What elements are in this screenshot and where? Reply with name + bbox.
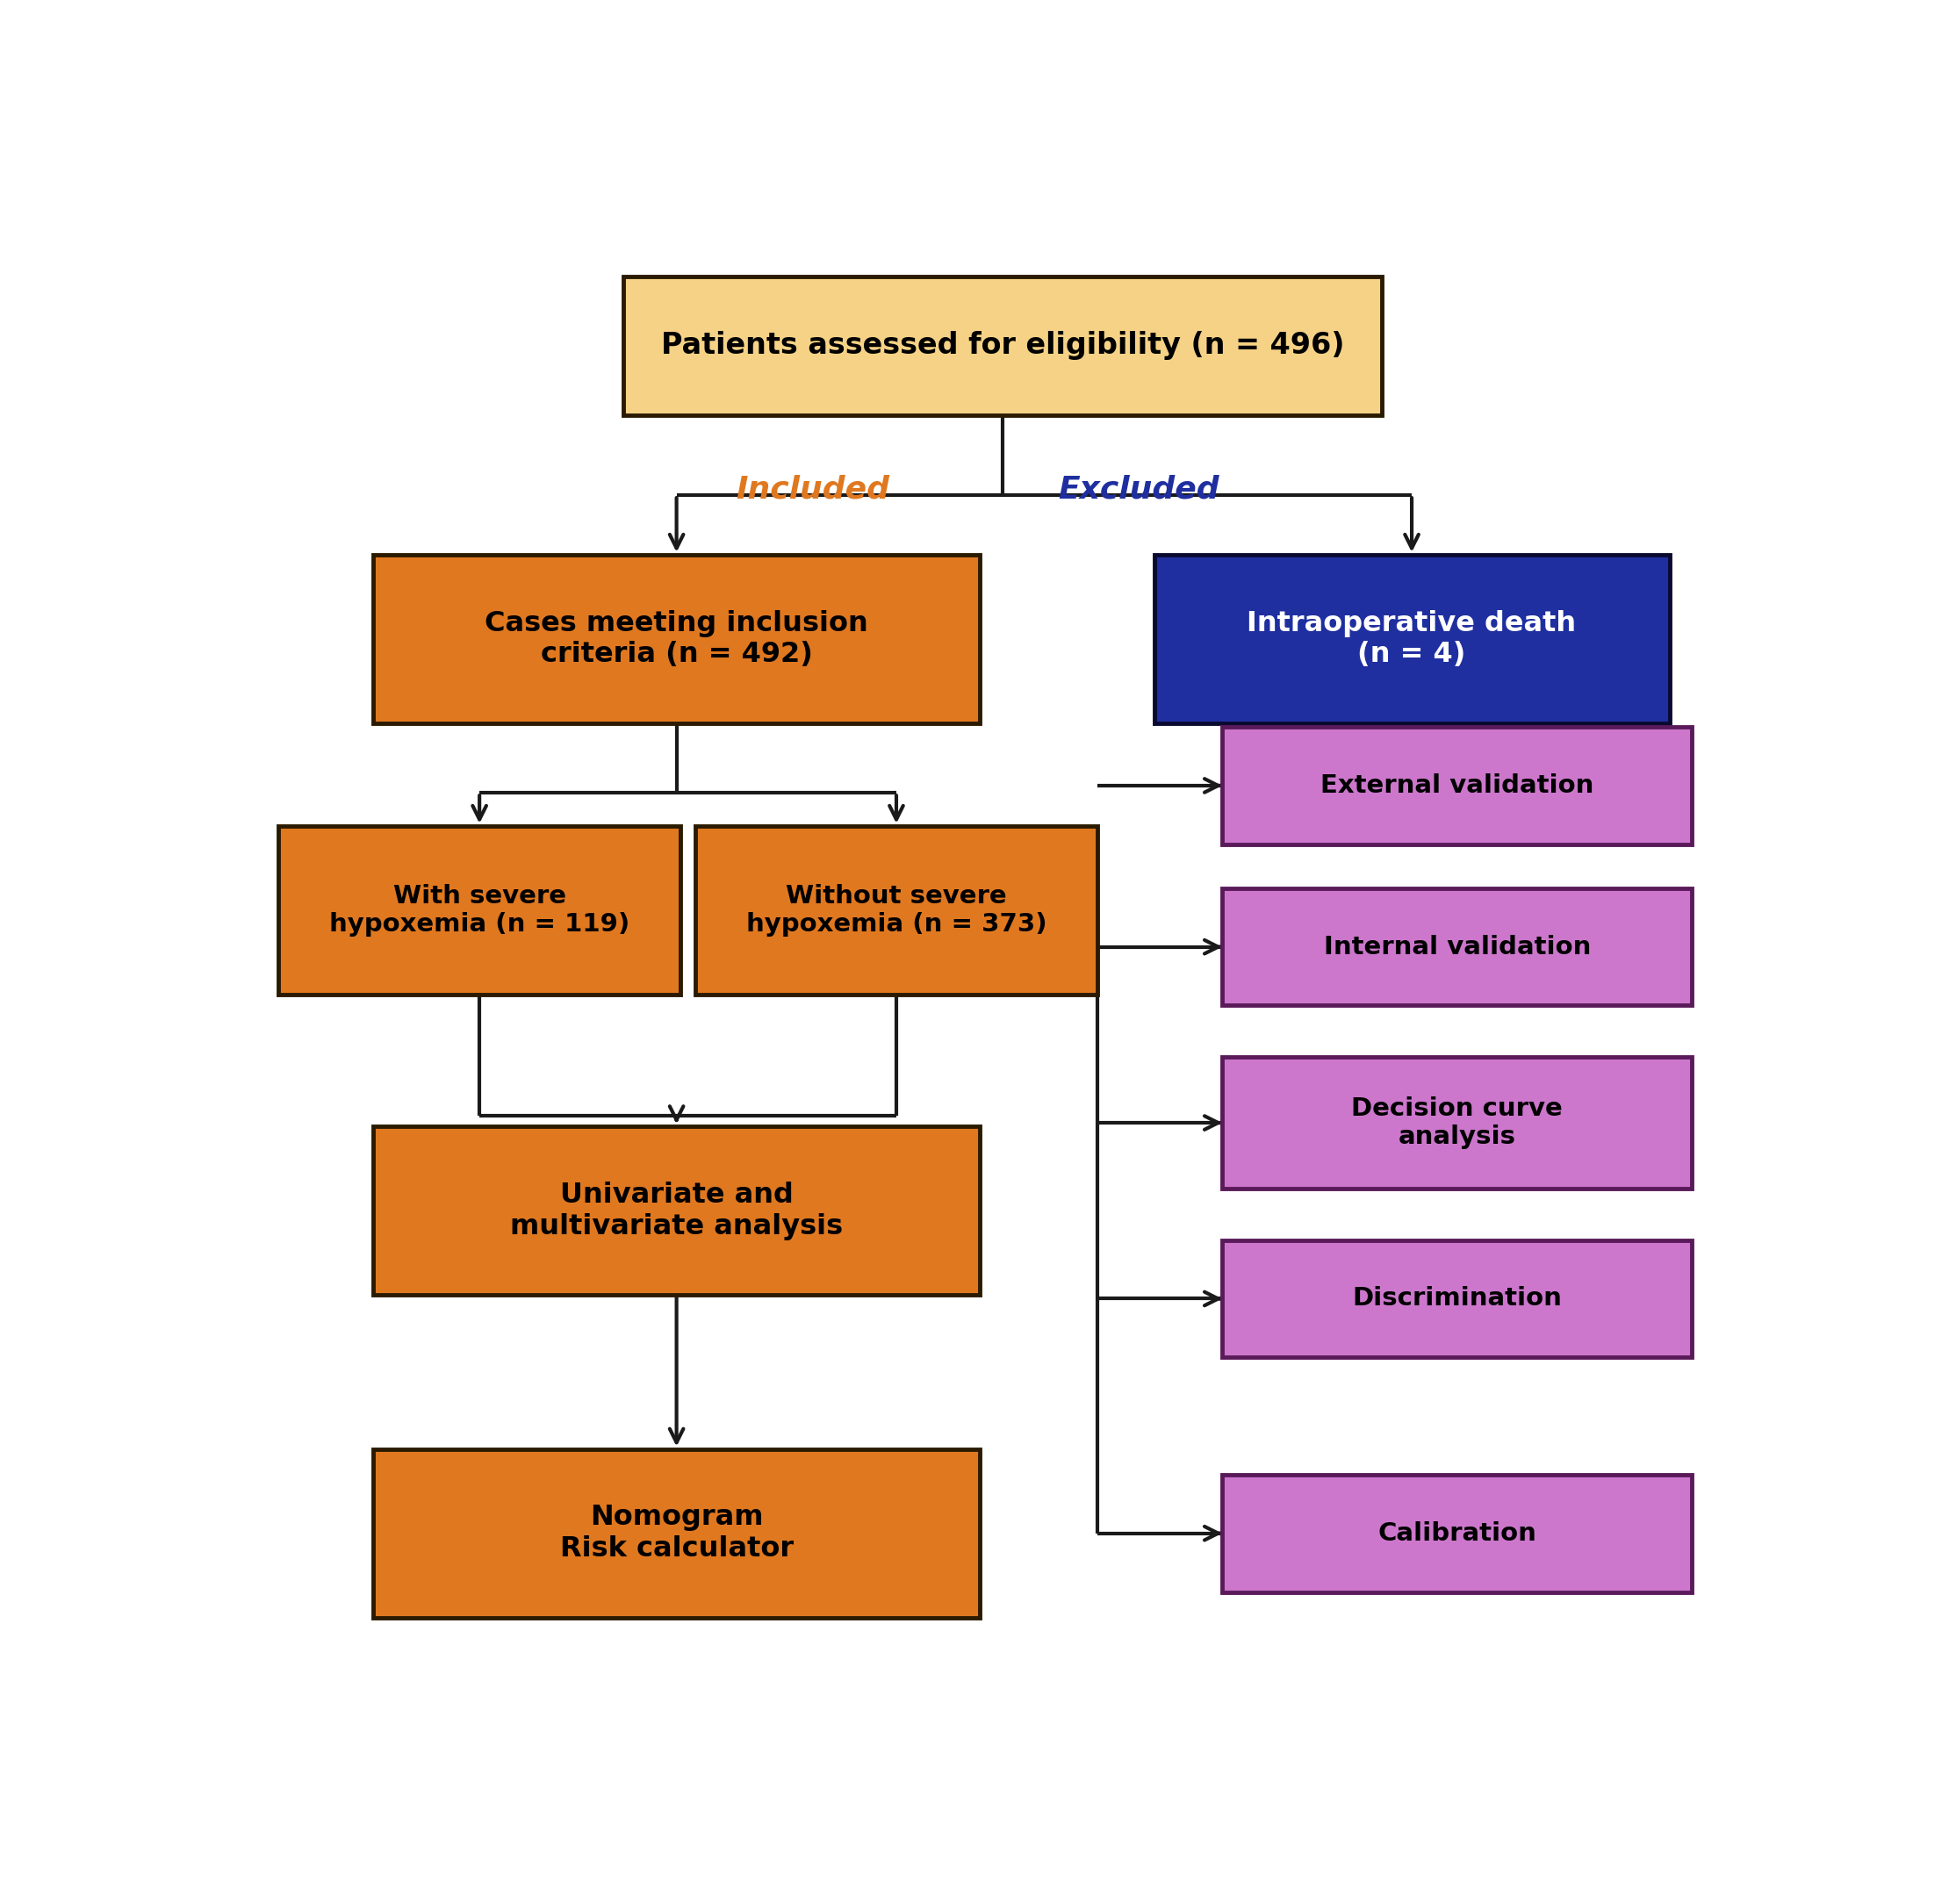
Text: Univariate and
multivariate analysis: Univariate and multivariate analysis xyxy=(511,1182,843,1240)
Text: Nomogram
Risk calculator: Nomogram Risk calculator xyxy=(559,1504,794,1563)
Text: Discrimination: Discrimination xyxy=(1352,1287,1563,1312)
FancyBboxPatch shape xyxy=(1222,727,1692,843)
Text: Intraoperative death
(n = 4): Intraoperative death (n = 4) xyxy=(1248,609,1577,668)
Text: Internal validation: Internal validation xyxy=(1324,935,1590,960)
FancyBboxPatch shape xyxy=(374,1449,980,1618)
FancyBboxPatch shape xyxy=(374,554,980,724)
FancyBboxPatch shape xyxy=(624,276,1381,415)
FancyBboxPatch shape xyxy=(1154,554,1670,724)
Text: Excluded: Excluded xyxy=(1058,474,1219,505)
Text: Without severe
hypoxemia (n = 373): Without severe hypoxemia (n = 373) xyxy=(745,883,1046,937)
FancyBboxPatch shape xyxy=(374,1127,980,1295)
FancyBboxPatch shape xyxy=(278,826,681,994)
Text: Decision curve
analysis: Decision curve analysis xyxy=(1352,1097,1563,1150)
Text: Patients assessed for eligibility (n = 496): Patients assessed for eligibility (n = 4… xyxy=(661,331,1344,360)
Text: External validation: External validation xyxy=(1320,773,1594,798)
FancyBboxPatch shape xyxy=(1222,1474,1692,1592)
FancyBboxPatch shape xyxy=(1222,887,1692,1005)
Text: Calibration: Calibration xyxy=(1377,1521,1537,1546)
FancyBboxPatch shape xyxy=(1222,1240,1692,1358)
FancyBboxPatch shape xyxy=(696,826,1097,994)
FancyBboxPatch shape xyxy=(1222,1057,1692,1188)
Text: Cases meeting inclusion
criteria (n = 492): Cases meeting inclusion criteria (n = 49… xyxy=(485,609,868,668)
Text: With severe
hypoxemia (n = 119): With severe hypoxemia (n = 119) xyxy=(329,883,630,937)
Text: Included: Included xyxy=(735,474,890,505)
